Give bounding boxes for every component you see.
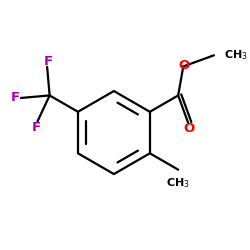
- Text: F: F: [11, 91, 20, 104]
- Text: F: F: [43, 55, 52, 68]
- Text: O: O: [184, 122, 195, 135]
- Text: CH$_3$: CH$_3$: [224, 48, 248, 62]
- Text: F: F: [32, 120, 41, 134]
- Text: O: O: [178, 59, 190, 72]
- Text: CH$_3$: CH$_3$: [166, 177, 190, 190]
